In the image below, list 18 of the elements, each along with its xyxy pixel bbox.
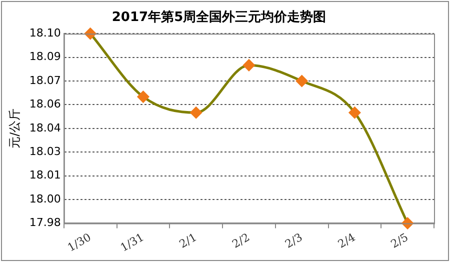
y-tick-label: 18.10 [29, 26, 61, 40]
x-tick-label: 2/3 [282, 230, 305, 251]
y-tick-label: 18.06 [29, 98, 61, 111]
x-tick-label: 2/2 [230, 230, 252, 251]
chart-title: 2017年第5周全国外三元均价走势图 [112, 9, 326, 26]
x-tick-label: 2/1 [177, 230, 199, 251]
x-tick-label: 1/31 [118, 230, 146, 254]
y-tick-label: 18.04 [29, 121, 61, 134]
y-tick-label: 17.98 [29, 216, 61, 230]
y-tick-label: 18.00 [29, 192, 61, 206]
y-axis-title: 元/公斤 [7, 108, 22, 148]
y-tick-label: 18.07 [29, 74, 61, 87]
y-tick-label: 18.01 [29, 168, 61, 182]
x-tick-label: 1/30 [65, 230, 94, 254]
x-tick-label: 2/5 [388, 230, 410, 251]
x-tick-label: 2/4 [336, 230, 358, 251]
y-tick-label: 18.03 [29, 144, 61, 158]
y-tick-label: 18.09 [29, 50, 61, 64]
